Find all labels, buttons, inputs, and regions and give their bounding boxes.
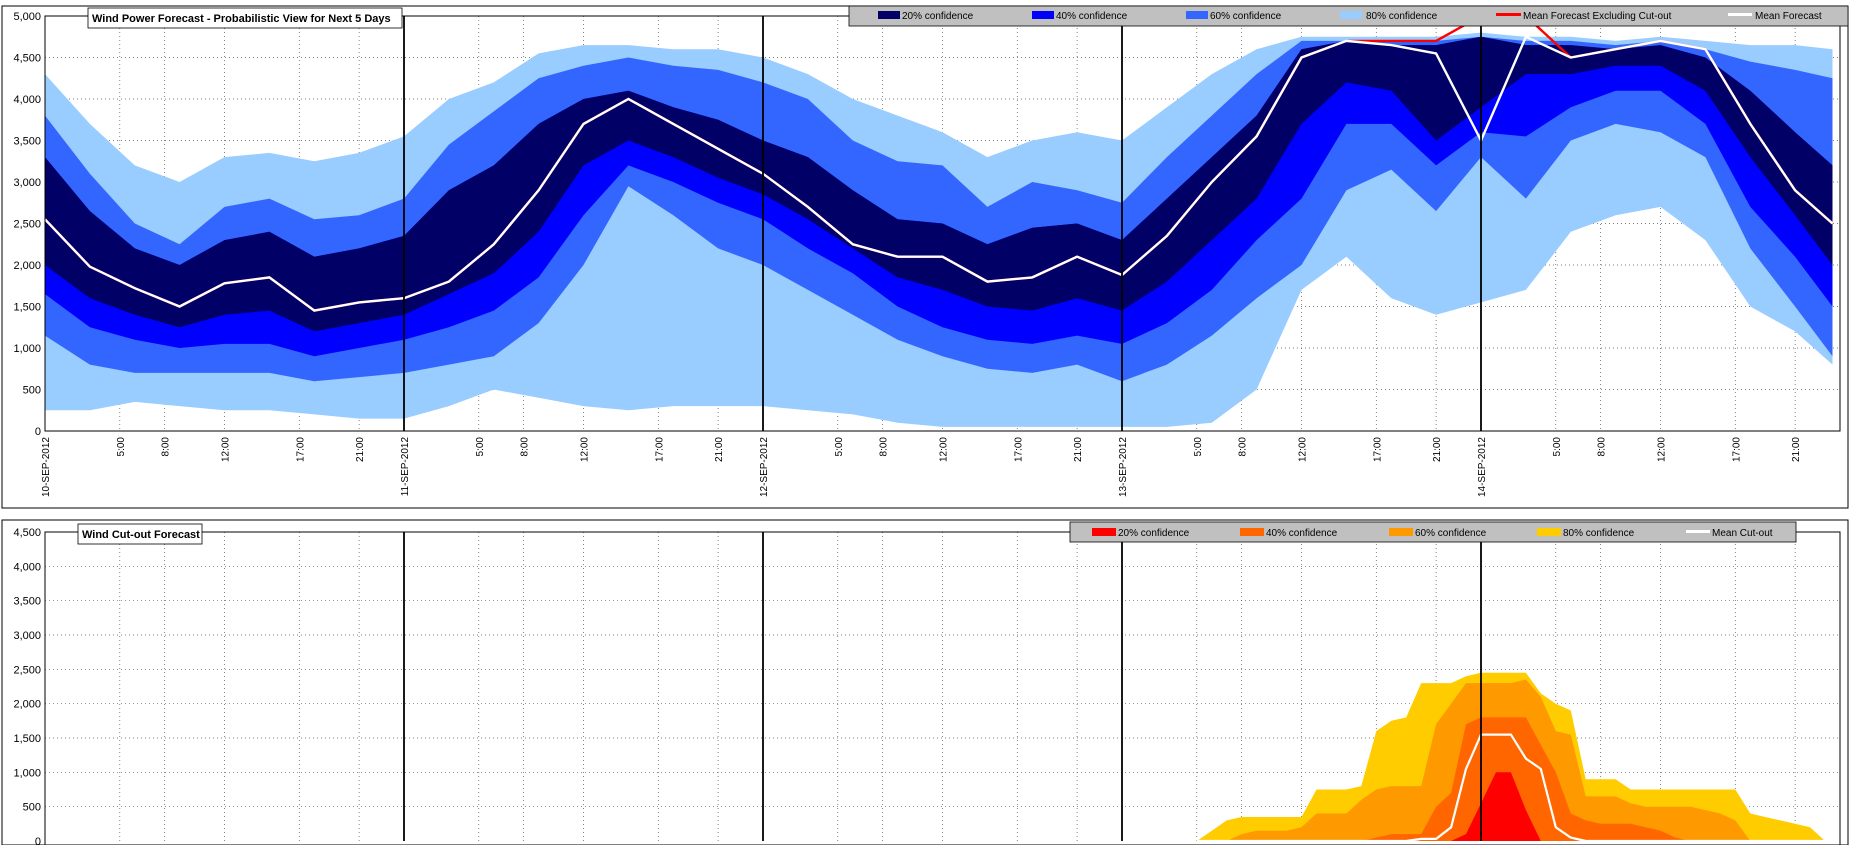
- x-tick-label: 5:00: [1552, 437, 1563, 457]
- x-date-label: 13-SEP-2012: [1118, 437, 1129, 497]
- y-tick-label: 2,500: [13, 219, 41, 231]
- x-date-label: 14-SEP-2012: [1477, 437, 1488, 497]
- cutout-chart-title-box: Wind Cut-out Forecast: [77, 523, 203, 545]
- x-tick-label: 21:00: [355, 437, 366, 462]
- cutout-chart-y-axis: 0 500 1,000 1,500 2,000 2,500 3,000 3,500 4,000 4…: [13, 527, 41, 848]
- x-tick-label: 17:00: [295, 437, 306, 462]
- x-tick-label: 8:00: [1597, 437, 1608, 457]
- legend-label-mean-excl: Mean Forecast Excluding Cut-out: [1523, 11, 1672, 22]
- y-tick-label: 5,000: [13, 11, 41, 23]
- x-tick-label: 21:00: [1073, 437, 1084, 462]
- x-tick-label: 12:00: [580, 437, 591, 462]
- power-chart-bands: [45, 32, 1833, 427]
- band-40-confidence: [45, 36, 1833, 357]
- power-chart-title-box: Wind Power Forecast - Probabilistic View…: [87, 7, 403, 29]
- x-tick-label: 5:00: [834, 437, 845, 457]
- cutout-chart-mean-line: [1196, 733, 1825, 843]
- y-tick-label: 4,500: [13, 53, 41, 65]
- legend-swatch-mean-excl: [1496, 13, 1521, 16]
- y-tick-label: 3,000: [13, 630, 41, 642]
- cutout-chart-bands: [1196, 672, 1825, 841]
- x-tick-label: 17:00: [1731, 437, 1742, 462]
- x-tick-label: 12:00: [1657, 437, 1668, 462]
- y-tick-label: 2,500: [13, 664, 41, 676]
- legend-label-mean: Mean Forecast: [1755, 11, 1822, 22]
- cutout-legend-label-20: 20% confidence: [1118, 528, 1190, 539]
- y-tick-label: 500: [23, 802, 41, 814]
- x-tick-label: 5:00: [116, 437, 127, 457]
- y-tick-label: 1,000: [13, 767, 41, 779]
- power-chart-mean-lines: [44, 14, 1834, 312]
- y-tick-label: 500: [23, 385, 41, 397]
- x-tick-label: 17:00: [1372, 437, 1383, 462]
- y-tick-label: 4,000: [13, 561, 41, 573]
- power-chart-legend: 20% confidence 40% confidence 60% confid…: [848, 5, 1849, 27]
- x-tick-label: 12:00: [221, 437, 232, 462]
- y-tick-label: 4,000: [13, 94, 41, 106]
- legend-label-40: 40% confidence: [1056, 11, 1128, 22]
- y-tick-label: 0: [35, 836, 41, 845]
- cutout-legend-swatch-60: [1389, 528, 1413, 536]
- x-date-label: 11-SEP-2012: [400, 437, 411, 497]
- cutout-legend-label-mean: Mean Cut-out: [1712, 528, 1773, 539]
- cutout-legend-swatch-mean: [1686, 530, 1710, 533]
- x-tick-label: 12:00: [1298, 437, 1309, 462]
- y-tick-label: 0: [35, 426, 41, 438]
- cutout-legend-label-80: 80% confidence: [1563, 528, 1635, 539]
- x-date-label: 10-SEP-2012: [41, 437, 52, 497]
- x-tick-label: 8:00: [879, 437, 890, 457]
- cutout-legend-label-60: 60% confidence: [1415, 528, 1487, 539]
- legend-swatch-20: [878, 11, 900, 19]
- x-tick-label: 17:00: [1013, 437, 1024, 462]
- mean-cutout-line: [1196, 733, 1825, 843]
- x-tick-label: 8:00: [1238, 437, 1249, 457]
- y-tick-label: 2,000: [13, 260, 41, 272]
- cutout-band-20: [1196, 772, 1825, 841]
- y-tick-label: 3,000: [13, 177, 41, 189]
- cutout-legend-label-40: 40% confidence: [1266, 528, 1338, 539]
- cutout-legend-swatch-80: [1537, 528, 1561, 536]
- y-tick-label: 1,500: [13, 733, 41, 745]
- x-tick-label: 21:00: [1791, 437, 1802, 462]
- power-chart-day-dividers: [403, 16, 1482, 431]
- cutout-chart-legend: 20% confidence 40% confidence 60% confid…: [1069, 521, 1797, 543]
- legend-swatch-40: [1032, 11, 1054, 19]
- x-tick-label: 17:00: [654, 437, 665, 462]
- x-tick-label: 5:00: [475, 437, 486, 457]
- legend-label-60: 60% confidence: [1210, 11, 1282, 22]
- cutout-chart-title: Wind Cut-out Forecast: [82, 529, 200, 541]
- x-tick-label: 5:00: [1193, 437, 1204, 457]
- cutout-chart-day-dividers: [403, 532, 1482, 841]
- power-chart-title: Wind Power Forecast - Probabilistic View…: [92, 13, 391, 25]
- power-chart-x-axis: 10-SEP-2012 5:00 8:00 12:00 17:00 21:00 11-SEP…: [41, 437, 1802, 497]
- y-tick-label: 3,500: [13, 136, 41, 148]
- y-tick-label: 4,500: [13, 527, 41, 539]
- x-tick-label: 8:00: [161, 437, 172, 457]
- legend-swatch-60: [1186, 11, 1208, 19]
- x-tick-label: 8:00: [520, 437, 531, 457]
- y-tick-label: 1,000: [13, 343, 41, 355]
- cutout-legend-swatch-40: [1240, 528, 1264, 536]
- x-tick-label: 12:00: [939, 437, 950, 462]
- power-chart-y-axis: 0 500 1,000 1,500 2,000 2,500 3,000 3,500 4,000 4…: [13, 11, 41, 438]
- legend-swatch-mean: [1728, 13, 1752, 16]
- x-tick-label: 21:00: [1432, 437, 1443, 462]
- band-20-confidence: [45, 36, 1833, 332]
- mean-forecast-line: [44, 35, 1834, 312]
- x-tick-label: 21:00: [714, 437, 725, 462]
- y-tick-label: 1,500: [13, 302, 41, 314]
- y-tick-label: 2,000: [13, 699, 41, 711]
- x-date-label: 12-SEP-2012: [759, 437, 770, 497]
- legend-swatch-80: [1340, 11, 1362, 19]
- y-tick-label: 3,500: [13, 596, 41, 608]
- legend-label-80: 80% confidence: [1366, 11, 1438, 22]
- cutout-legend-swatch-20: [1092, 528, 1116, 536]
- legend-label-20: 20% confidence: [902, 11, 974, 22]
